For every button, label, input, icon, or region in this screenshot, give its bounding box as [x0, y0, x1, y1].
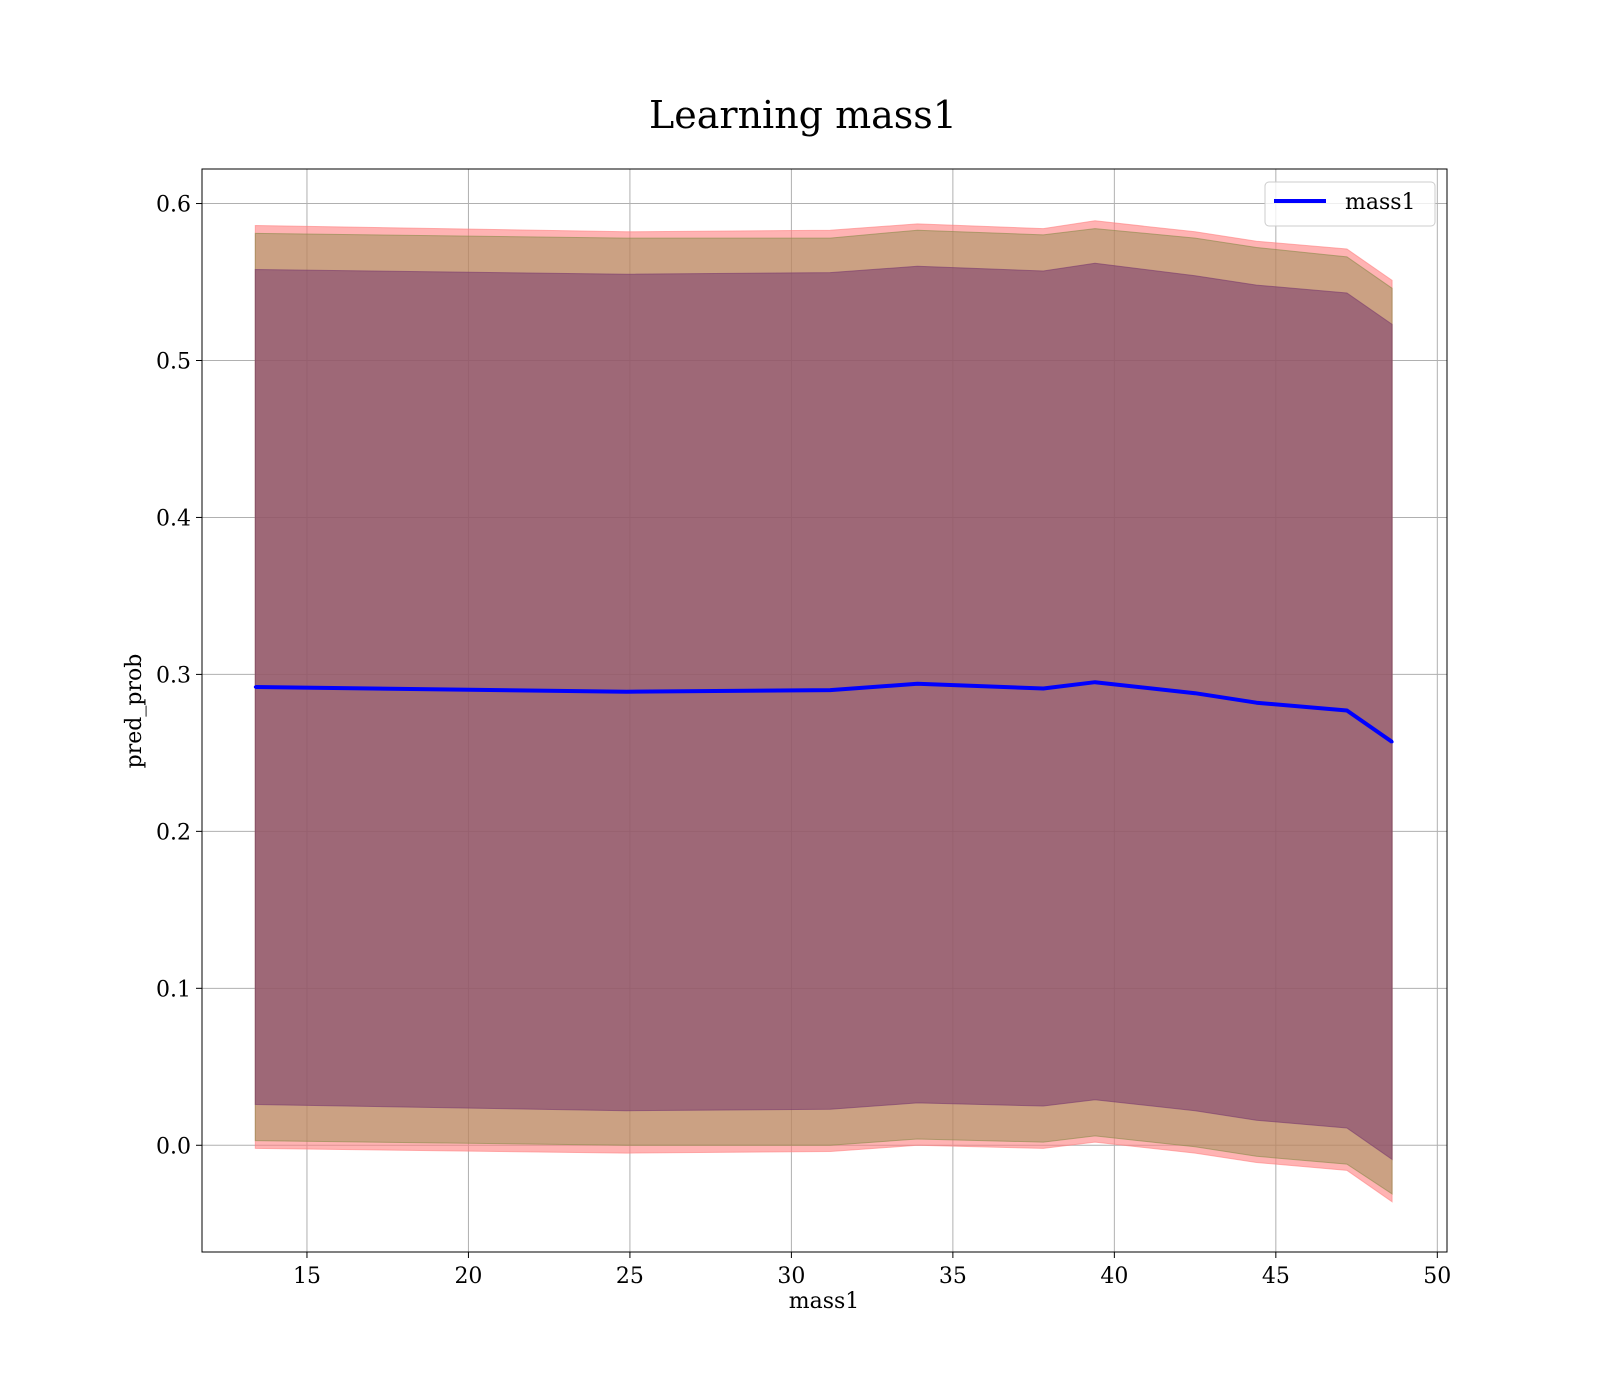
legend-label-mass1: mass1	[1345, 190, 1416, 215]
y-tick-label: 0.2	[156, 820, 191, 845]
series-lines	[253, 680, 1394, 744]
x-tick-label: 15	[293, 1264, 321, 1289]
y-tick-label: 0.4	[156, 506, 191, 531]
data-point	[1093, 680, 1097, 684]
x-tick-label: 40	[1100, 1264, 1128, 1289]
series-line-mass1	[255, 680, 1394, 744]
x-tick-label: 50	[1423, 1264, 1451, 1289]
x-axis: 15 20 25 30 35 40 45 50	[293, 1252, 1451, 1289]
y-tick-label: 0.6	[156, 193, 191, 218]
data-point	[1041, 687, 1045, 691]
y-axis-label: pred_prob	[122, 654, 147, 769]
data-point	[1193, 691, 1197, 695]
data-point	[1254, 701, 1258, 705]
x-tick-label: 25	[616, 1264, 644, 1289]
x-tick-label: 20	[454, 1264, 482, 1289]
legend-box	[1264, 181, 1436, 227]
data-point	[915, 682, 919, 686]
x-tick-label: 30	[777, 1264, 805, 1289]
x-axis-label: mass1	[789, 1289, 860, 1314]
y-tick-label: 0.1	[156, 977, 191, 1002]
x-tick-label: 45	[1262, 1264, 1290, 1289]
plot-frame	[201, 168, 1448, 1253]
x-tick-label: 35	[939, 1264, 967, 1289]
y-tick-label: 0.5	[156, 349, 191, 374]
y-tick-label: 0.0	[156, 1134, 191, 1159]
data-point	[828, 688, 832, 692]
legend: mass1	[1264, 181, 1436, 227]
data-point	[1345, 709, 1349, 712]
chart-title: Learning mass1	[649, 93, 957, 137]
data-point	[625, 690, 629, 694]
confidence-band-3	[254, 262, 1393, 1161]
data-point	[253, 685, 257, 689]
confidence-bands	[254, 220, 1393, 1203]
data-point	[1390, 740, 1394, 744]
y-axis: 0.0 0.1 0.2 0.3 0.4 0.5 0.6	[156, 193, 202, 1159]
y-tick-label: 0.3	[156, 663, 191, 688]
